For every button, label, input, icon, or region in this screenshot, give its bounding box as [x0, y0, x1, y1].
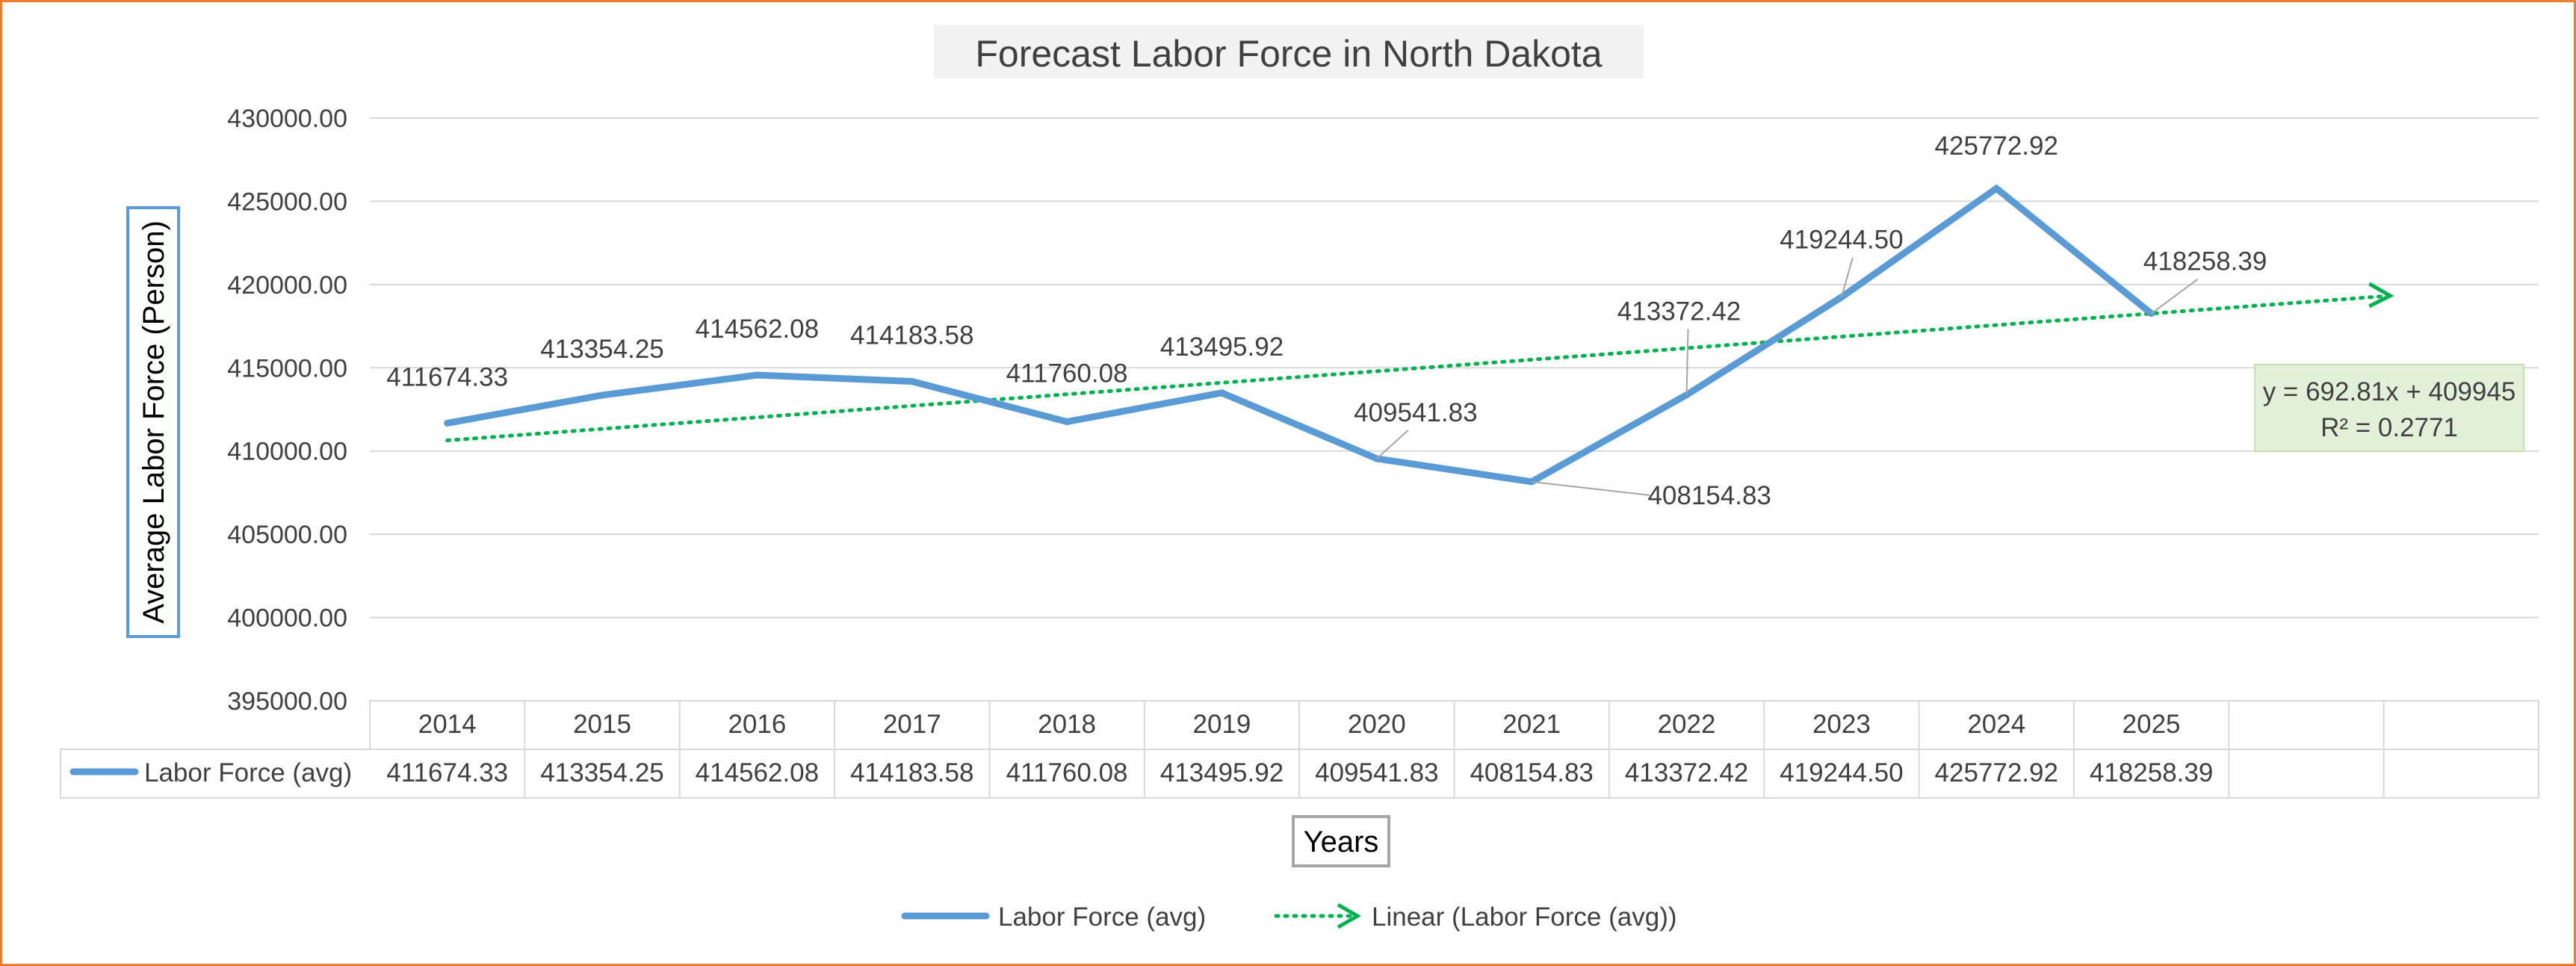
- data-table-cell: 413354.25: [540, 758, 663, 787]
- y-tick-label: 395000.00: [227, 687, 347, 716]
- x-axis-title: Years: [1304, 826, 1379, 858]
- x-tick-label: 2024: [1967, 710, 2025, 739]
- y-axis-title: Average Labor Force (Person): [137, 220, 170, 624]
- data-label: 414183.58: [850, 321, 973, 350]
- data-label: 411674.33: [386, 362, 508, 391]
- x-tick-label: 2017: [883, 710, 941, 739]
- data-table-cell: 411674.33: [386, 758, 508, 787]
- y-tick-label: 430000.00: [227, 105, 347, 133]
- y-tick-label: 415000.00: [227, 354, 347, 383]
- data-table-cell: 414183.58: [850, 758, 973, 787]
- x-tick-label: 2015: [573, 710, 631, 739]
- x-tick-label: 2014: [418, 710, 477, 739]
- data-label: 408154.83: [1647, 481, 1771, 510]
- legend-trendline-arrow: [1337, 902, 1362, 929]
- x-tick-label: 2016: [728, 710, 786, 739]
- data-label: 418258.39: [2143, 247, 2267, 276]
- data-table-cell: 418258.39: [2090, 758, 2213, 787]
- x-tick-label: 2025: [2123, 710, 2181, 739]
- x-tick-label: 2023: [1812, 710, 1871, 739]
- trendline-equation: y = 692.81x + 409945: [2263, 377, 2516, 406]
- data-table-cell: 408154.83: [1470, 758, 1593, 787]
- y-tick-label: 410000.00: [227, 438, 347, 466]
- data-table-series-name: Labor Force (avg): [144, 758, 352, 787]
- data-table-cell: 419244.50: [1780, 758, 1903, 787]
- data-table-cell: 413495.92: [1160, 758, 1284, 787]
- data-label-leader: [1376, 430, 1409, 459]
- data-label: 411760.08: [1006, 359, 1128, 388]
- data-label-leader: [2151, 278, 2199, 315]
- series-line: [444, 184, 2155, 486]
- trendline: [445, 294, 2392, 443]
- y-tick-label: 405000.00: [227, 521, 347, 549]
- data-label-leader: [1840, 257, 1854, 297]
- data-label: 413495.92: [1160, 332, 1284, 362]
- y-tick-label: 400000.00: [227, 604, 347, 633]
- trendline-equation-box: [2254, 364, 2524, 452]
- x-tick-label: 2020: [1348, 710, 1406, 739]
- data-label: 425772.92: [1935, 131, 2058, 161]
- legend-trendline-label: Linear (Labor Force (avg)): [1372, 902, 1677, 932]
- data-label-leader: [1685, 329, 1689, 395]
- chart-title: Forecast Labor Force in North Dakota: [975, 33, 1602, 75]
- trendline-r-squared: R² = 0.2771: [2320, 413, 2458, 442]
- x-tick-label: 2018: [1038, 710, 1096, 739]
- x-tick-label: 2019: [1193, 710, 1251, 739]
- trendline-arrowhead: [2368, 282, 2394, 309]
- legend-series-label: Labor Force (avg): [998, 902, 1206, 932]
- y-tick-label: 425000.00: [227, 188, 347, 216]
- data-label: 413354.25: [540, 335, 663, 364]
- data-label: 419244.50: [1780, 226, 1903, 255]
- data-table-cell: 411760.08: [1006, 758, 1128, 787]
- y-tick-label: 420000.00: [227, 271, 347, 300]
- x-axis-title-box: [1292, 815, 1390, 867]
- chart-title-box: [934, 25, 1644, 78]
- x-tick-label: 2021: [1502, 710, 1561, 739]
- data-label: 413372.42: [1617, 297, 1741, 326]
- data-table-cell: 414562.08: [696, 758, 819, 787]
- y-axis-title-box: [126, 206, 180, 638]
- data-table-cell: 425772.92: [1935, 758, 2058, 787]
- data-table-cell: 413372.42: [1625, 758, 1748, 787]
- data-label: 414562.08: [696, 315, 819, 344]
- x-tick-label: 2022: [1658, 710, 1716, 739]
- data-label-leader: [1532, 480, 1650, 496]
- data-label: 409541.83: [1354, 398, 1477, 427]
- data-table-cell: 409541.83: [1315, 758, 1438, 787]
